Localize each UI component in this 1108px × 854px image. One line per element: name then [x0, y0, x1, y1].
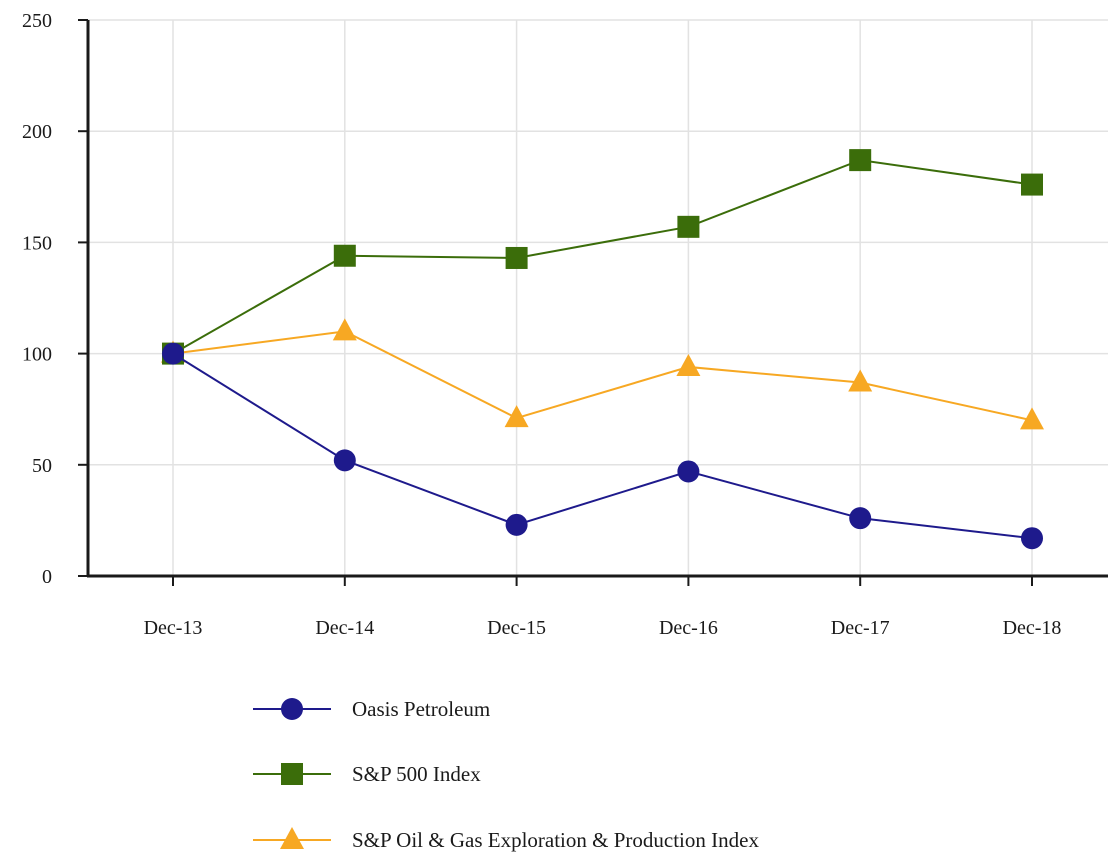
legend-label: S&P Oil & Gas Exploration & Production I…	[352, 828, 759, 852]
data-point	[677, 215, 700, 238]
x-tick-label: Dec-17	[831, 617, 890, 639]
data-point	[333, 244, 356, 267]
data-point	[848, 369, 873, 392]
data-point	[505, 513, 528, 536]
series-line	[172, 159, 1033, 355]
series-line	[172, 330, 1033, 422]
series-square	[162, 149, 1043, 365]
data-point	[849, 149, 872, 172]
y-tick-label: 250	[22, 10, 52, 32]
data-point	[333, 449, 356, 472]
series-triangle	[161, 318, 1044, 430]
data-point	[332, 318, 357, 341]
x-tick-label: Dec-18	[1003, 617, 1062, 639]
y-tick-label: 50	[32, 455, 52, 477]
data-point	[677, 460, 700, 483]
y-tick-label: 100	[22, 344, 52, 366]
x-tick-label: Dec-14	[315, 617, 374, 639]
data-point	[1021, 527, 1043, 550]
series-line	[172, 352, 1033, 540]
axes: 0 50 100 150 200 250 Dec-13 Dec-14 Dec-15 Dec-16 D…	[22, 10, 1108, 639]
legend-label: S&P 500 Index	[352, 762, 481, 786]
x-tick-label: Dec-15	[487, 617, 546, 639]
legend-marker	[280, 827, 304, 849]
series-group	[161, 149, 1044, 550]
series-circle	[162, 342, 1043, 550]
legend: Oasis Petroleum S&P 500 Index S&P Oil & Ga…	[253, 697, 759, 852]
data-point	[504, 405, 529, 428]
data-point	[1020, 407, 1044, 430]
legend-marker	[281, 763, 303, 785]
legend-item: S&P 500 Index	[253, 762, 481, 786]
grid	[88, 19, 1108, 576]
data-point	[849, 507, 872, 530]
y-tick-label: 200	[22, 121, 52, 143]
data-point	[1021, 173, 1043, 196]
data-point	[505, 246, 528, 269]
data-point	[162, 342, 184, 365]
legend-item: Oasis Petroleum	[253, 697, 490, 721]
y-tick-label: 150	[22, 232, 52, 254]
legend-marker	[281, 698, 303, 720]
legend-label: Oasis Petroleum	[352, 697, 490, 721]
legend-item: S&P Oil & Gas Exploration & Production I…	[253, 827, 759, 852]
x-tick-label: Dec-13	[144, 617, 203, 639]
x-tick-label: Dec-16	[659, 617, 718, 639]
y-tick-label: 0	[42, 566, 52, 588]
data-point	[676, 353, 701, 376]
